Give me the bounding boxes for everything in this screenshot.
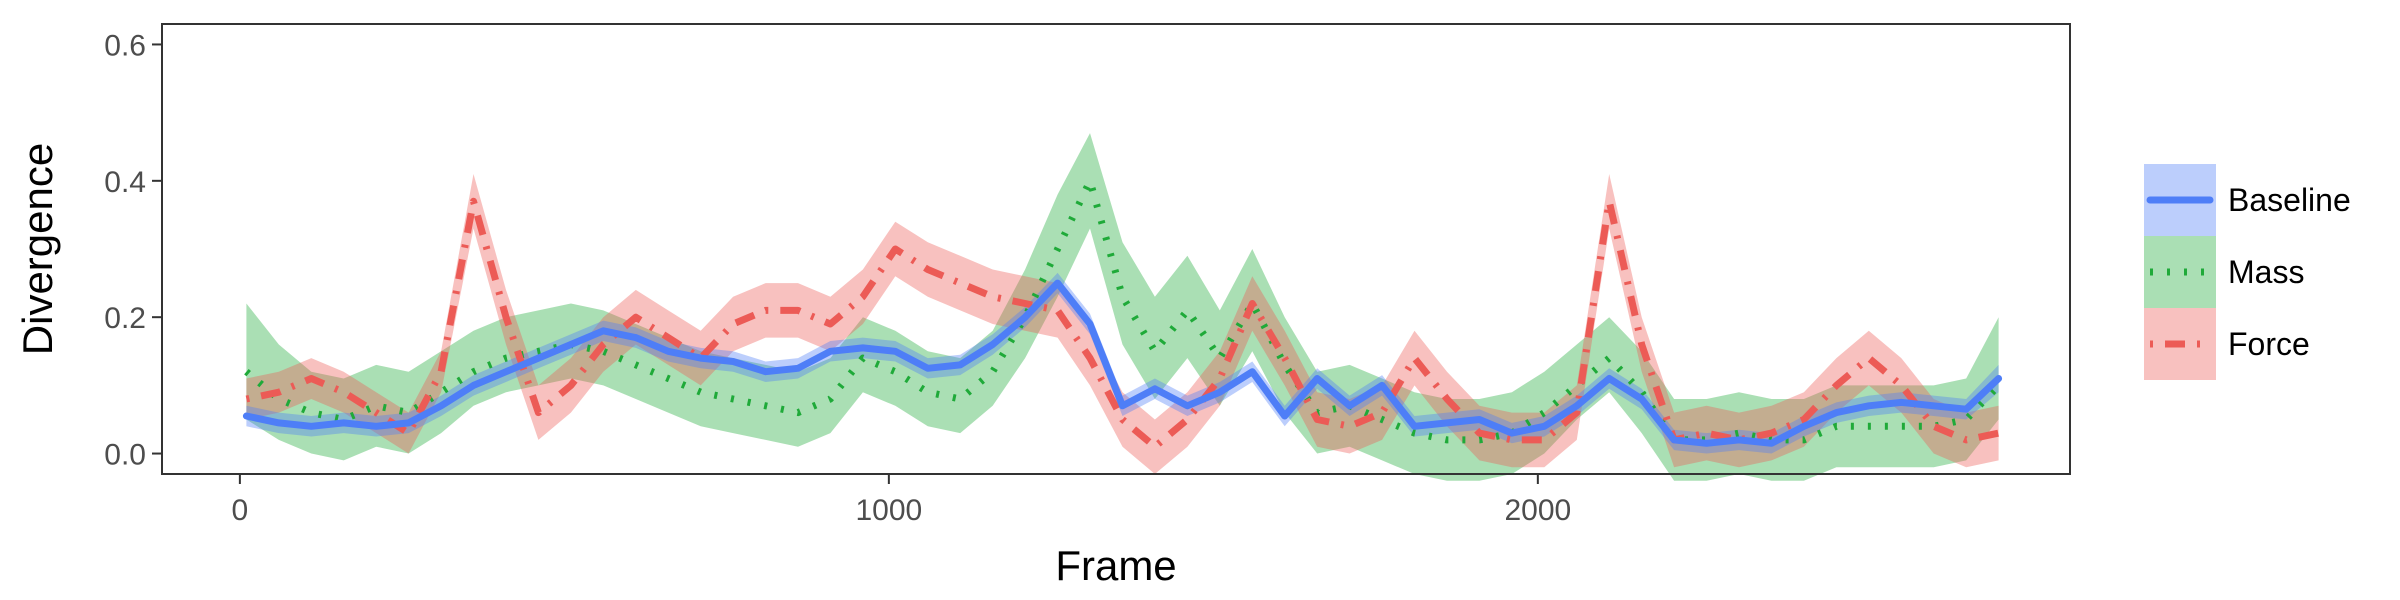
series-lines — [242, 177, 2003, 451]
x-tick-label: 0 — [232, 494, 249, 527]
plot-panel — [162, 24, 2070, 474]
plot-border — [161, 23, 2071, 475]
legend-label-mass: Mass — [2228, 254, 2304, 290]
legend-label-baseline: Baseline — [2228, 182, 2351, 218]
band-baseline — [246, 272, 1999, 454]
series-line-mass — [244, 177, 2002, 444]
y-tick-label: 0.6 — [104, 29, 146, 62]
plot-background — [162, 24, 2070, 474]
band-force — [246, 174, 1999, 474]
x-tick-label: 2000 — [1504, 494, 1571, 527]
series-line-baseline — [242, 279, 2003, 447]
legend: Baseline Mass Force — [2144, 164, 2351, 380]
y-axis-title: Divergence — [14, 143, 61, 355]
y-tick-label: 0.0 — [104, 439, 146, 472]
legend-label-force: Force — [2228, 326, 2310, 362]
series-line-force — [245, 197, 2000, 451]
x-axis-title: Frame — [1055, 542, 1176, 589]
y-tick-label: 0.4 — [104, 166, 146, 199]
y-tick-label: 0.2 — [104, 302, 146, 335]
x-tick-label: 1000 — [855, 494, 922, 527]
confidence-bands — [246, 133, 1999, 481]
band-mass — [246, 133, 1999, 481]
legend-key-mass — [2144, 236, 2216, 308]
axes: 0.0 0.2 0.4 0.6 0 1000 2000 — [104, 23, 2071, 527]
